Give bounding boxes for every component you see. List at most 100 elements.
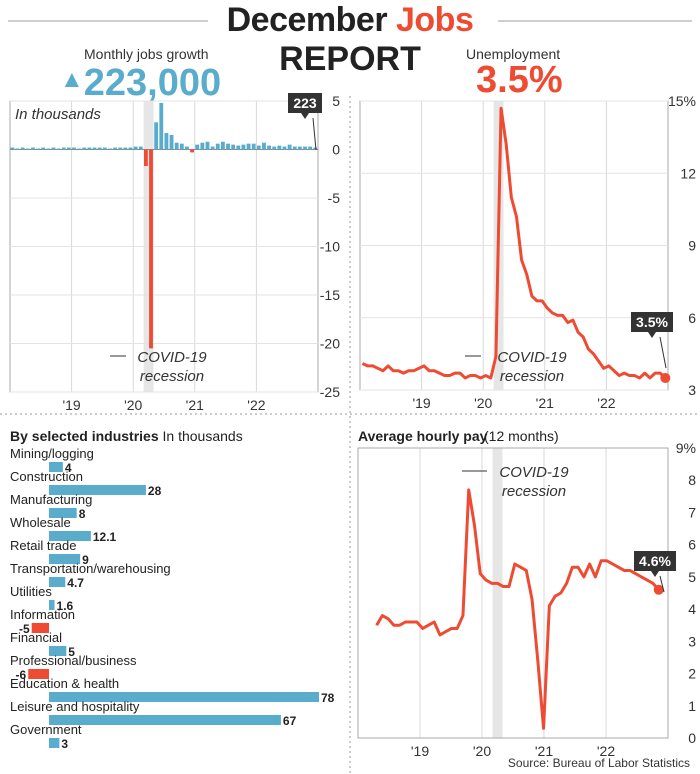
pay-title: Average hourly pay — [358, 428, 488, 444]
jobs-bar — [113, 147, 117, 150]
jobs-bar — [61, 147, 66, 150]
pay-y-tick-label: 3 — [688, 633, 696, 649]
unemp-x-tick-label: '19 — [412, 395, 430, 411]
pay-callout-leader — [659, 575, 665, 593]
industry-category-label: Manufacturing — [10, 492, 92, 507]
pay-last-point — [653, 584, 664, 595]
unemp-x-tick-label: '20 — [474, 395, 492, 411]
industry-bar — [49, 577, 66, 587]
jobs-bar — [303, 146, 307, 150]
jobs-bar — [195, 144, 200, 150]
industry-category-label: Transportation/warehousing — [10, 561, 171, 576]
jobs-bar — [154, 122, 159, 150]
title-part-2: Jobs — [396, 1, 474, 39]
industry-value-label: 78 — [321, 691, 335, 705]
industry-category-label: Financial — [10, 630, 62, 645]
page-title: December Jobs — [0, 0, 700, 40]
jobs-bar — [308, 146, 313, 150]
industry-value-label: 5 — [68, 645, 75, 659]
unemp-y-tick-label: 9 — [688, 238, 696, 254]
jobs-bar — [179, 143, 184, 150]
jobs-annotation-line1: COVID-19 — [137, 349, 207, 366]
industry-category-label: Mining/logging — [10, 446, 94, 461]
industry-value-label: 28 — [148, 484, 162, 498]
jobs-y-tick-label: -20 — [320, 336, 340, 352]
pay-annotation-line1: COVID-19 — [499, 464, 569, 481]
industries-unit-note: In thousands — [162, 428, 243, 444]
jobs-bar — [72, 147, 76, 150]
industry-bar — [31, 623, 49, 633]
industry-bar — [49, 738, 60, 748]
page-subtitle: REPORT — [279, 40, 421, 78]
unemployment-label: Unemployment — [466, 46, 561, 62]
industry-bar — [49, 508, 77, 518]
jobs-growth-label: Monthly jobs growth — [84, 46, 209, 62]
source-note: Source: Bureau of Labor Statistics — [507, 756, 690, 770]
jobs-bar — [272, 146, 277, 150]
industry-category-label: Construction — [10, 469, 83, 484]
header: December Jobs — [0, 0, 700, 40]
industries-title: By selected industries In thousands — [10, 428, 243, 444]
pay-annotation-line2: recession — [502, 483, 566, 500]
unemp-annotation-line2: recession — [500, 368, 564, 385]
industry-bar — [49, 600, 55, 610]
pay-y-tick-label: 4 — [688, 601, 696, 617]
jobs-chart: '19 '20 '21 '22 5 0 -5 -10 -15 -20 -25 In thousands… — [9, 93, 340, 413]
jobs-bar — [236, 145, 241, 150]
jobs-bar — [220, 141, 225, 150]
unemp-x-tick-label: '21 — [536, 395, 554, 411]
jobs-annotation-line2: recession — [140, 368, 204, 385]
pay-y-tick-label: 1 — [688, 698, 696, 714]
jobs-bar — [20, 147, 25, 150]
title-part-1: December — [226, 1, 388, 39]
pay-y-tick-label: 0 — [688, 730, 696, 746]
jobs-bar — [143, 149, 148, 166]
unemp-callout-text: 3.5% — [636, 314, 668, 330]
jobs-bar — [251, 143, 256, 150]
jobs-bar — [51, 147, 56, 150]
pay-title-note: (12 months) — [484, 428, 559, 444]
unemployment-chart: '19 '20 '21 '22 15% 12 9 6 3 COVID-19 recession 3.5… — [359, 93, 696, 411]
industry-value-label: 4.7 — [67, 576, 84, 590]
jobs-bar — [15, 148, 20, 150]
jobs-bar — [164, 133, 169, 150]
unemp-y-tick-label: 3 — [688, 382, 696, 398]
jobs-bar — [215, 143, 220, 150]
pay-y-tick-label: 6 — [688, 537, 696, 553]
industry-value-label: 4 — [65, 461, 72, 475]
jobs-unit-note: In thousands — [15, 106, 101, 123]
unemployment-value: 3.5% — [476, 59, 563, 101]
pay-x-tick-label: '22 — [597, 743, 615, 759]
unemp-callout-leader — [659, 336, 667, 369]
industries-title-main: By selected industries — [10, 428, 159, 444]
industry-value-label: -5 — [19, 622, 30, 636]
industry-bar — [49, 646, 67, 656]
pay-y-tick-label: 5 — [688, 569, 696, 585]
jobs-x-tick-label: '21 — [186, 397, 204, 413]
jobs-bar — [36, 148, 40, 150]
unemp-y-tick-label: 12 — [680, 165, 696, 181]
industry-category-label: Leisure and hospitality — [10, 699, 140, 714]
jobs-x-tick-label: '22 — [247, 397, 265, 413]
jobs-bar — [87, 147, 92, 150]
jobs-bar — [10, 147, 15, 150]
pay-y-tick-label: 2 — [688, 666, 696, 682]
industry-bar — [49, 485, 146, 495]
pay-callout-box — [634, 551, 676, 571]
industry-value-label: 12.1 — [93, 530, 117, 544]
jobs-bar — [292, 146, 297, 150]
jobs-bar — [282, 146, 287, 150]
jobs-bar — [169, 134, 174, 150]
unemp-last-point — [660, 372, 671, 383]
industry-value-label: 9 — [82, 553, 89, 567]
pay-y-tick-label: 8 — [688, 472, 696, 488]
industry-bar — [49, 554, 81, 564]
pay-y-tick-label: 9% — [676, 440, 696, 456]
jobs-bar — [133, 146, 138, 150]
jobs-bar — [205, 141, 210, 150]
jobs-bar — [92, 147, 97, 150]
up-triangle-icon: ▲ — [60, 66, 84, 93]
jobs-bar — [231, 144, 236, 150]
jobs-bar — [46, 148, 51, 150]
